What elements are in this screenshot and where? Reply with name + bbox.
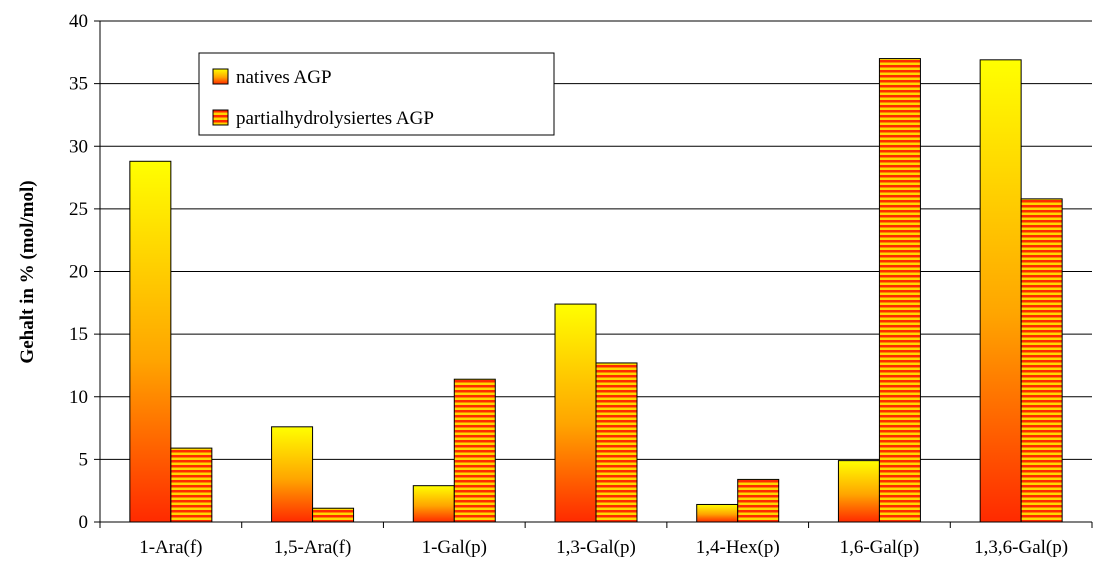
bar-partial <box>595 362 638 523</box>
y-tick-label: 10 <box>69 387 88 408</box>
bar-partial <box>312 507 355 523</box>
bar-partial <box>170 447 213 523</box>
bar-partial <box>878 58 921 523</box>
bar-natives <box>696 503 739 523</box>
legend-swatch-partial <box>212 109 229 126</box>
bar-partial <box>1020 198 1063 523</box>
bar-natives <box>837 460 880 523</box>
y-tick-label: 5 <box>79 449 89 470</box>
y-tick-label: 25 <box>69 199 88 220</box>
y-tick-label: 30 <box>69 136 88 157</box>
bar-partial <box>737 478 780 523</box>
bar-natives <box>412 485 455 523</box>
x-tick-label: 1,5-Ara(f) <box>274 537 352 558</box>
x-tick-label: 1,3-Gal(p) <box>556 537 636 558</box>
x-tick-label: 1-Gal(p) <box>422 537 487 558</box>
x-tick-label: 1-Ara(f) <box>139 537 202 558</box>
y-tick-label: 15 <box>69 324 88 345</box>
y-tick-label: 40 <box>69 11 88 32</box>
y-axis-label: Gehalt in % (mol/mol) <box>17 180 38 363</box>
bar-natives <box>129 160 172 523</box>
legend-label-partial: partialhydrolysiertes AGP <box>236 108 434 129</box>
legend-swatch-natives <box>212 68 229 85</box>
bar-partial <box>453 378 496 523</box>
bar-natives <box>554 303 597 523</box>
x-tick-label: 1,3,6-Gal(p) <box>974 537 1068 558</box>
x-tick-labels: 1-Ara(f) 1,5-Ara(f) 1-Gal(p) 1,3-Gal(p) 1,4-… <box>139 537 1068 558</box>
y-tick-labels: 0 5 10 15 20 25 30 35 40 <box>69 11 88 533</box>
x-tick-label: 1,4-Hex(p) <box>696 537 780 558</box>
y-tick-label: 0 <box>79 512 89 533</box>
bar-natives <box>271 426 314 523</box>
y-tick-label: 20 <box>69 262 88 283</box>
bar-natives <box>979 59 1022 523</box>
legend-label-natives: natives AGP <box>236 67 332 88</box>
y-tick-label: 35 <box>69 74 88 95</box>
legend-box <box>198 52 555 136</box>
x-tick-label: 1,6-Gal(p) <box>840 537 920 558</box>
bars <box>129 58 1063 523</box>
legend: natives AGP partialhydrolysiertes AGP <box>198 52 555 136</box>
